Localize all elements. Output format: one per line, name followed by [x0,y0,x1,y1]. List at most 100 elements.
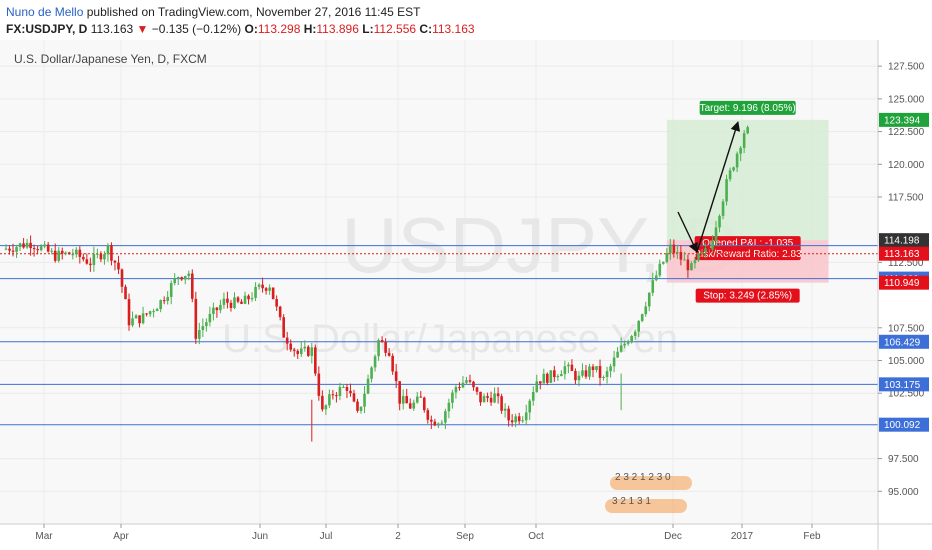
down-arrow [677,211,698,253]
candle-body [71,254,75,256]
projection-arrows[interactable] [677,121,741,253]
candle-body [479,391,482,403]
candle-body [662,261,665,264]
time-tick-label: Mar [35,531,53,542]
candle-body [310,347,314,356]
candle-body [264,288,268,291]
candle-body [531,391,535,401]
candle-body [18,243,22,248]
price-tick-label: 117.500 [888,192,924,203]
candle-body [321,395,324,410]
candle-body [166,296,169,301]
candle-body [510,420,514,423]
candle-body [349,390,352,394]
watermark-name: U.S. Dollar/Japanese Yen [222,317,678,361]
publish-info: Nuno de Mello published on TradingView.c… [6,5,421,19]
candle-body [725,179,728,202]
price-tick-label: 127.500 [888,62,925,73]
time-axis[interactable]: Mar Apr Jun Jul 2 Sep Oct Dec 2017 Feb [35,524,821,542]
candle-body [496,393,500,397]
candle-body [669,244,672,254]
candle-body [609,366,612,372]
candle-body [250,297,254,300]
price-badge-label: 113.163 [884,249,920,260]
candle-body [535,381,539,392]
price-tick-label: 102.500 [888,389,925,400]
rr-label: Risk/Reward Ratio: 2.83 [694,249,802,260]
candle-body [261,284,264,289]
candles [4,125,749,442]
candle-body [60,250,64,254]
price-badge-label: 110.949 [884,278,920,289]
candle-body [482,396,486,403]
candle-body [503,408,507,411]
candle-body [647,292,651,307]
price-levels[interactable] [0,245,878,426]
stop-label: Stop: 3.249 (2.85%) [703,291,792,302]
price-chart[interactable]: USDJPY, D U.S. Dollar/Japanese Yen Targe… [0,40,932,550]
candle-body [299,348,303,355]
candle-body [697,253,700,261]
chart-header: Nuno de Mello published on TradingView.c… [0,0,932,40]
candle-body [560,374,563,377]
time-tick-label: 2017 [731,531,754,542]
time-tick-label: Sep [456,531,474,542]
candle-body [155,309,159,312]
candle-body [658,263,662,276]
price-tick-label: 107.500 [888,323,925,334]
candle-body [229,302,233,308]
candle-body [437,423,440,426]
candle-body [623,343,626,346]
candle-body [567,364,570,367]
candle-body [22,243,25,248]
candle-body [542,373,546,384]
price-badge-label: 100.092 [884,420,921,431]
candle-body [219,304,222,311]
candle-body [78,249,82,257]
time-tick-label: Jul [320,531,333,542]
symbol-label[interactable]: FX:USDJPY, D [6,22,88,36]
candle-body [433,421,437,426]
candle-body [29,242,32,249]
candle-body [96,253,99,255]
candle-body [693,260,697,264]
candle-body [292,349,296,351]
candle-body [704,248,707,252]
candle-body [359,406,363,411]
candle-body [405,396,409,404]
candle-body [570,364,574,371]
stop-badge [695,288,800,303]
candle-body [605,371,609,378]
candle-body [50,250,53,252]
price-badge [879,417,929,432]
candle-body [486,396,489,398]
candle-body [57,250,61,261]
grid [0,40,878,524]
candle-body [173,278,177,284]
candle-body [746,127,749,134]
candle-body [654,275,658,281]
candle-body [25,242,29,248]
high-label: H: [303,22,317,36]
price-axis[interactable]: 127.500 125.000 122.500 120.000 117.500 112.5… [878,62,925,498]
candle-body [366,378,370,394]
author-link[interactable]: Nuno de Mello [6,5,84,19]
candle-body [120,269,124,287]
candle-body [683,259,686,261]
candle-body [159,300,162,310]
candle-body [106,245,110,255]
earnings-marker [605,499,687,513]
candle-body [285,337,289,344]
candle-body [472,381,475,388]
candle-body [271,287,275,300]
axis-badges: 113.781111.260106.429103.175100.092123.3… [879,112,929,432]
candle-body [152,311,155,313]
price-badge-label: 106.429 [884,337,921,348]
candle-body [598,366,602,378]
candle-body [711,240,714,250]
candle-body [53,250,57,261]
candle-body [187,273,191,277]
candle-body [43,244,46,247]
chart-title: U.S. Dollar/Japanese Yen, D, FXCM [14,52,207,66]
candle-body [11,250,15,252]
